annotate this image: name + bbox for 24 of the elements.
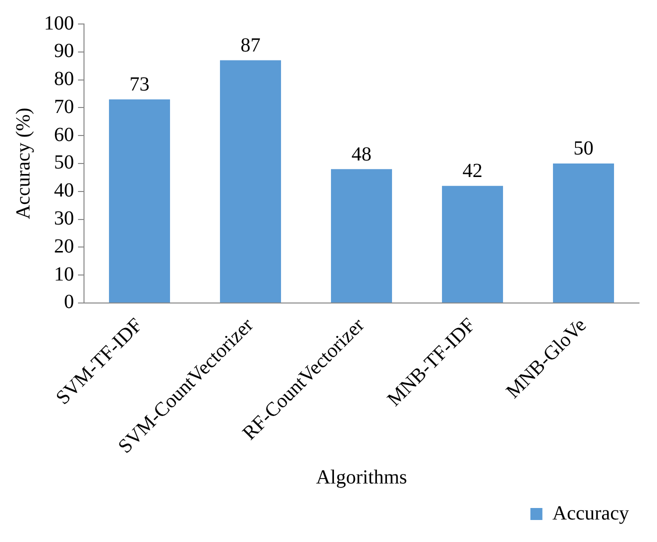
y-axis-title: Accuracy (%): [12, 108, 34, 220]
data-label: 87: [240, 34, 260, 57]
y-tick-label: 60: [54, 124, 74, 146]
y-tick-label: 0: [64, 291, 74, 314]
data-label: 48: [352, 143, 372, 166]
x-axis-title: Algorithms: [316, 466, 408, 488]
bar: [442, 186, 504, 302]
bar: [220, 60, 282, 302]
data-label: 42: [462, 160, 482, 182]
y-tick-label: 30: [54, 208, 74, 230]
data-label: 73: [130, 74, 150, 96]
bar: [552, 163, 614, 302]
y-tick-label: 40: [54, 180, 74, 202]
y-tick-label: 20: [54, 235, 74, 258]
bar: [330, 169, 392, 302]
y-tick-label: 50: [54, 152, 74, 174]
y-tick-label: 100: [44, 12, 74, 34]
legend-label: Accuracy: [552, 502, 630, 524]
y-tick-label: 80: [54, 68, 74, 90]
y-tick-label: 70: [54, 96, 74, 118]
y-tick-label: 90: [54, 40, 74, 62]
bar: [108, 99, 170, 302]
data-label: 50: [574, 138, 594, 160]
y-tick-label: 10: [54, 263, 74, 286]
